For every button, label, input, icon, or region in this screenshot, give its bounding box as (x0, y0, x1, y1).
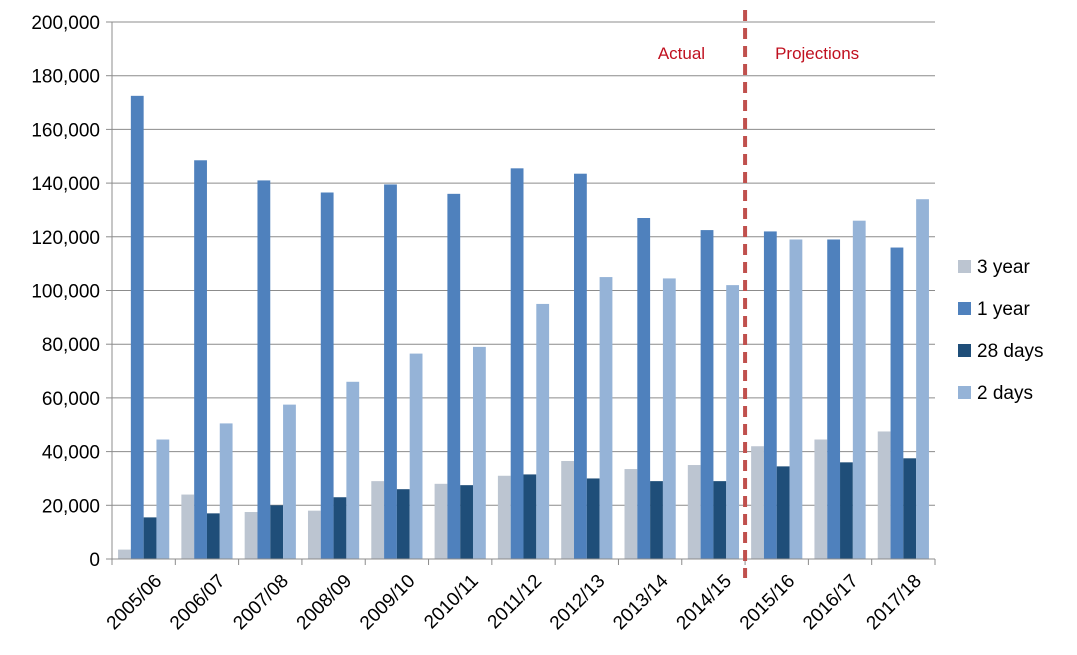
bar-3-year (687, 465, 701, 559)
bar-28-days (206, 513, 220, 559)
x-tick-label: 2005/06 (103, 571, 166, 634)
bar-3-year (624, 469, 638, 559)
bar-3-year (244, 512, 258, 559)
y-tick-label: 0 (89, 550, 100, 571)
legend-swatch-2-days (958, 386, 971, 399)
bar-28-days (270, 505, 284, 559)
bar-1-year (447, 193, 461, 559)
bar-28-days (586, 478, 600, 559)
bar-3-year (561, 460, 575, 559)
bar-1-year (257, 180, 271, 560)
bar-3-year (497, 475, 511, 559)
legend-label: 28 days (977, 341, 1044, 362)
x-tick-label: 2007/08 (229, 571, 292, 634)
y-tick-label: 200,000 (31, 13, 100, 34)
legend-swatch-1-year (958, 302, 971, 315)
bar-2-days (472, 346, 486, 559)
bar-1-year (763, 231, 777, 559)
x-tick-label: 2013/14 (609, 570, 673, 634)
x-tick-label: 2016/17 (799, 571, 862, 634)
x-tick-label: 2006/07 (166, 571, 229, 634)
bar-1-year (637, 218, 651, 559)
legend-label: 3 year (977, 257, 1030, 278)
y-tick-label: 180,000 (31, 67, 100, 88)
bar-28-days (523, 474, 537, 559)
bar-3-year (118, 549, 131, 559)
legend-label: 2 days (977, 383, 1033, 404)
y-tick-label: 40,000 (42, 443, 100, 464)
bar-2-days (726, 285, 740, 559)
legend-label: 1 year (977, 299, 1030, 320)
x-tick-label: 2011/12 (484, 571, 546, 633)
bar-28-days (460, 485, 473, 559)
bar-2-days (916, 199, 929, 559)
projections-label: Projections (775, 44, 859, 63)
projection-divider: Actual Projections (658, 10, 859, 578)
y-tick-label: 140,000 (31, 174, 100, 195)
bar-2-days (156, 439, 170, 559)
legend: 3 year 1 year 28 days 2 days (958, 257, 1044, 404)
bar-3-year (371, 481, 385, 559)
y-tick-label: 100,000 (31, 282, 100, 303)
y-tick-label: 160,000 (31, 120, 100, 141)
bar-28-days (650, 481, 663, 559)
x-tick-label: 2010/11 (420, 571, 482, 633)
bar-28-days (143, 517, 157, 559)
x-tick-label: 2009/10 (356, 571, 419, 634)
bar-2-days (283, 404, 296, 559)
bar-2-days (219, 423, 233, 559)
legend-swatch-28-days (958, 344, 971, 357)
bar-28-days (903, 458, 917, 559)
x-tick-label: 2012/13 (546, 571, 609, 634)
bar-2-days (599, 277, 613, 559)
bar-3-year (877, 431, 891, 559)
bar-2-days (852, 220, 866, 559)
bar-2-days (536, 303, 550, 559)
bar-1-year (574, 173, 587, 559)
bar-28-days (713, 481, 727, 559)
bar-1-year (384, 184, 397, 559)
bar-3-year (751, 446, 764, 559)
bar-28-days (840, 462, 853, 559)
bar-2-days (789, 239, 803, 560)
bar-3-year (814, 439, 828, 559)
x-tick-label: 2014/15 (673, 571, 736, 634)
bar-3-year (307, 510, 321, 559)
legend-swatch-3-year (958, 260, 971, 273)
bar-28-days (776, 466, 790, 559)
bar-2-days (662, 278, 676, 559)
bar-1-year (827, 239, 841, 560)
bar-1-year (320, 192, 334, 559)
actual-label: Actual (658, 44, 705, 63)
x-tick-label: 2008/09 (293, 571, 356, 634)
bar-1-year (700, 230, 714, 559)
x-tick-label: 2015/16 (736, 571, 799, 634)
bar-28-days (333, 497, 347, 559)
bar-28-days (396, 489, 410, 559)
y-tick-label: 120,000 (31, 228, 100, 249)
bar-2-days (346, 381, 360, 559)
bar-3-year (434, 483, 448, 559)
bars (118, 95, 929, 560)
bar-1-year (194, 160, 207, 559)
y-tick-label: 20,000 (42, 496, 100, 517)
bar-3-year (181, 494, 195, 559)
bar-1-year (890, 247, 904, 560)
y-tick-label: 60,000 (42, 389, 100, 410)
x-tick-label: 2017/18 (863, 571, 926, 634)
y-tick-label: 80,000 (42, 335, 100, 356)
bar-1-year (130, 95, 144, 560)
bar-2-days (409, 353, 423, 559)
bar-1-year (510, 168, 524, 559)
